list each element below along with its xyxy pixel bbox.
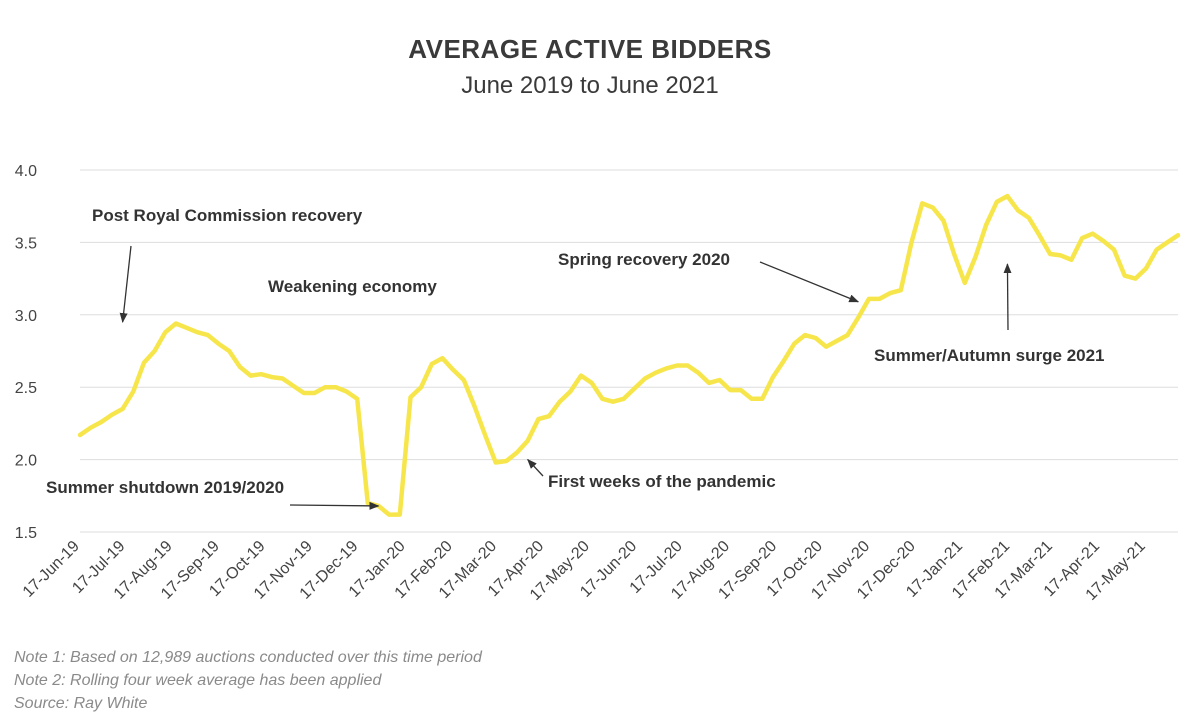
x-tick-label: 17-Jun-19 xyxy=(20,538,83,601)
y-tick-label: 1.5 xyxy=(15,525,37,542)
chart-subtitle: June 2019 to June 2021 xyxy=(461,72,719,99)
series-line xyxy=(77,193,1181,517)
notes-block: Note 1: Based on 12,989 auctions conduct… xyxy=(14,646,482,715)
line-chart: 1.5 2.0 2.5 3.0 3.5 4.0 17-Jun-1917-Jul-1917-… xyxy=(15,163,1181,604)
annotation-arrow xyxy=(119,245,132,324)
y-tick-label: 2.0 xyxy=(15,453,37,470)
annotations: Post Royal Commission recovery Weakening … xyxy=(46,206,1105,510)
annotation-arrow xyxy=(289,501,380,510)
note-2: Note 2: Rolling four week average has be… xyxy=(14,672,382,689)
annotation-label: Spring recovery 2020 xyxy=(558,250,730,269)
annotation-label: Weakening economy xyxy=(268,277,437,296)
series-layer xyxy=(77,193,1181,517)
annotation-label: First weeks of the pandemic xyxy=(548,472,776,491)
y-tick-label: 3.0 xyxy=(15,308,37,325)
y-tick-label: 2.5 xyxy=(15,380,37,397)
x-axis-tick-labels: 17-Jun-1917-Jul-1917-Aug-1917-Sep-1917-O… xyxy=(20,538,1149,604)
annotation-arrow xyxy=(1003,263,1012,331)
y-tick-label: 4.0 xyxy=(15,163,37,180)
note-1: Note 1: Based on 12,989 auctions conduct… xyxy=(14,649,482,666)
source-note: Source: Ray White xyxy=(14,695,148,712)
annotation-label: Post Royal Commission recovery xyxy=(92,206,363,225)
annotation-label: Summer/Autumn surge 2021 xyxy=(874,346,1105,365)
annotation-arrow xyxy=(527,458,544,477)
y-axis-tick-labels: 1.5 2.0 2.5 3.0 3.5 4.0 xyxy=(15,163,37,542)
annotation-arrow xyxy=(759,261,860,303)
chart-title: AVERAGE ACTIVE BIDDERS xyxy=(408,34,772,64)
annotation-label: Summer shutdown 2019/2020 xyxy=(46,478,284,497)
grid-lines xyxy=(80,169,1178,533)
y-tick-label: 3.5 xyxy=(15,235,37,252)
